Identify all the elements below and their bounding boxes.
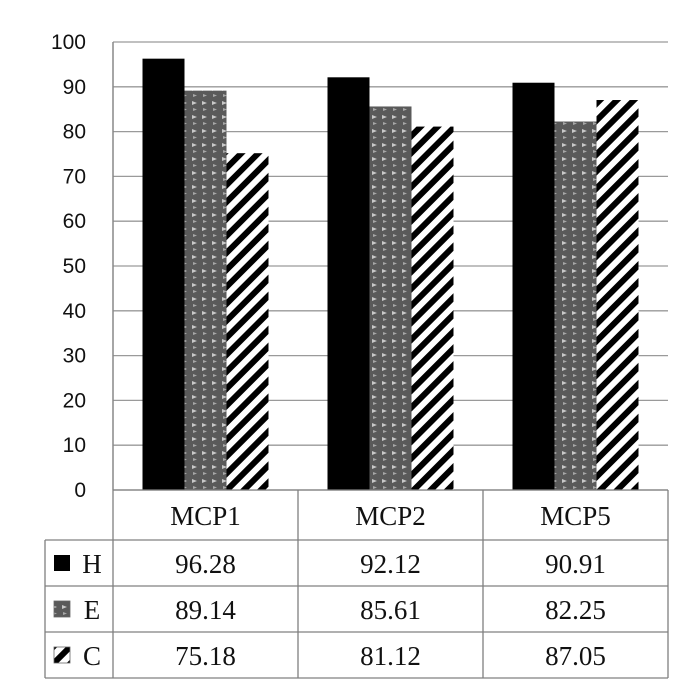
bar-c-mcp5 (596, 100, 639, 491)
bar-h-mcp1 (142, 58, 185, 491)
bar-e-mcp5 (554, 121, 597, 491)
y-tick-label: 90 (63, 76, 86, 99)
legend-key-c (53, 646, 71, 664)
bar-e-mcp1 (184, 90, 227, 490)
bar-h-mcp2 (327, 77, 370, 490)
data-label: 85.61 (360, 595, 421, 625)
data-label: 92.12 (360, 549, 421, 579)
data-label: 81.12 (360, 641, 421, 671)
y-tick-label: 10 (63, 434, 86, 457)
y-tick-label: 60 (63, 210, 86, 233)
legend-key-h (54, 555, 70, 571)
data-label: 89.14 (175, 595, 236, 625)
y-tick-label: 40 (63, 300, 86, 323)
legend-key-e (53, 600, 71, 618)
y-tick-label: 30 (63, 345, 86, 368)
data-label: 87.05 (545, 641, 606, 671)
series-name: H (82, 549, 102, 579)
data-label: 75.18 (175, 641, 236, 671)
series-name: C (83, 641, 101, 671)
category-label: MCP2 (355, 501, 426, 531)
y-axis-tick-labels: 0 10 20 30 40 50 60 70 80 90 100 (51, 31, 86, 502)
data-table: MCP1 MCP2 MCP5 H 96.28 92.12 90.91 E 89.14 85.61 8… (44, 489, 669, 679)
y-tick-label: 50 (63, 255, 86, 278)
category-label: MCP5 (540, 501, 611, 531)
y-tick-label: 70 (63, 165, 86, 188)
bars (142, 58, 639, 491)
y-tick-label: 100 (51, 31, 86, 54)
series-name: E (84, 595, 101, 625)
data-label: 82.25 (545, 595, 606, 625)
y-tick-label: 20 (63, 389, 86, 412)
data-label: 90.91 (545, 549, 606, 579)
bar-c-mcp1 (226, 153, 269, 490)
category-label: MCP1 (170, 501, 241, 531)
bar-c-mcp2 (411, 126, 454, 490)
y-tick-label: 0 (74, 479, 86, 502)
bar-e-mcp2 (369, 106, 412, 491)
y-tick-label: 80 (63, 121, 86, 144)
data-label: 96.28 (175, 549, 236, 579)
bar-h-mcp5 (512, 82, 555, 490)
